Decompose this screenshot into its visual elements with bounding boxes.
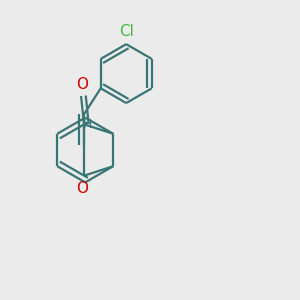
Text: O: O bbox=[76, 182, 88, 196]
Text: O: O bbox=[76, 77, 88, 92]
Text: Cl: Cl bbox=[119, 24, 134, 39]
Text: H: H bbox=[82, 118, 92, 131]
